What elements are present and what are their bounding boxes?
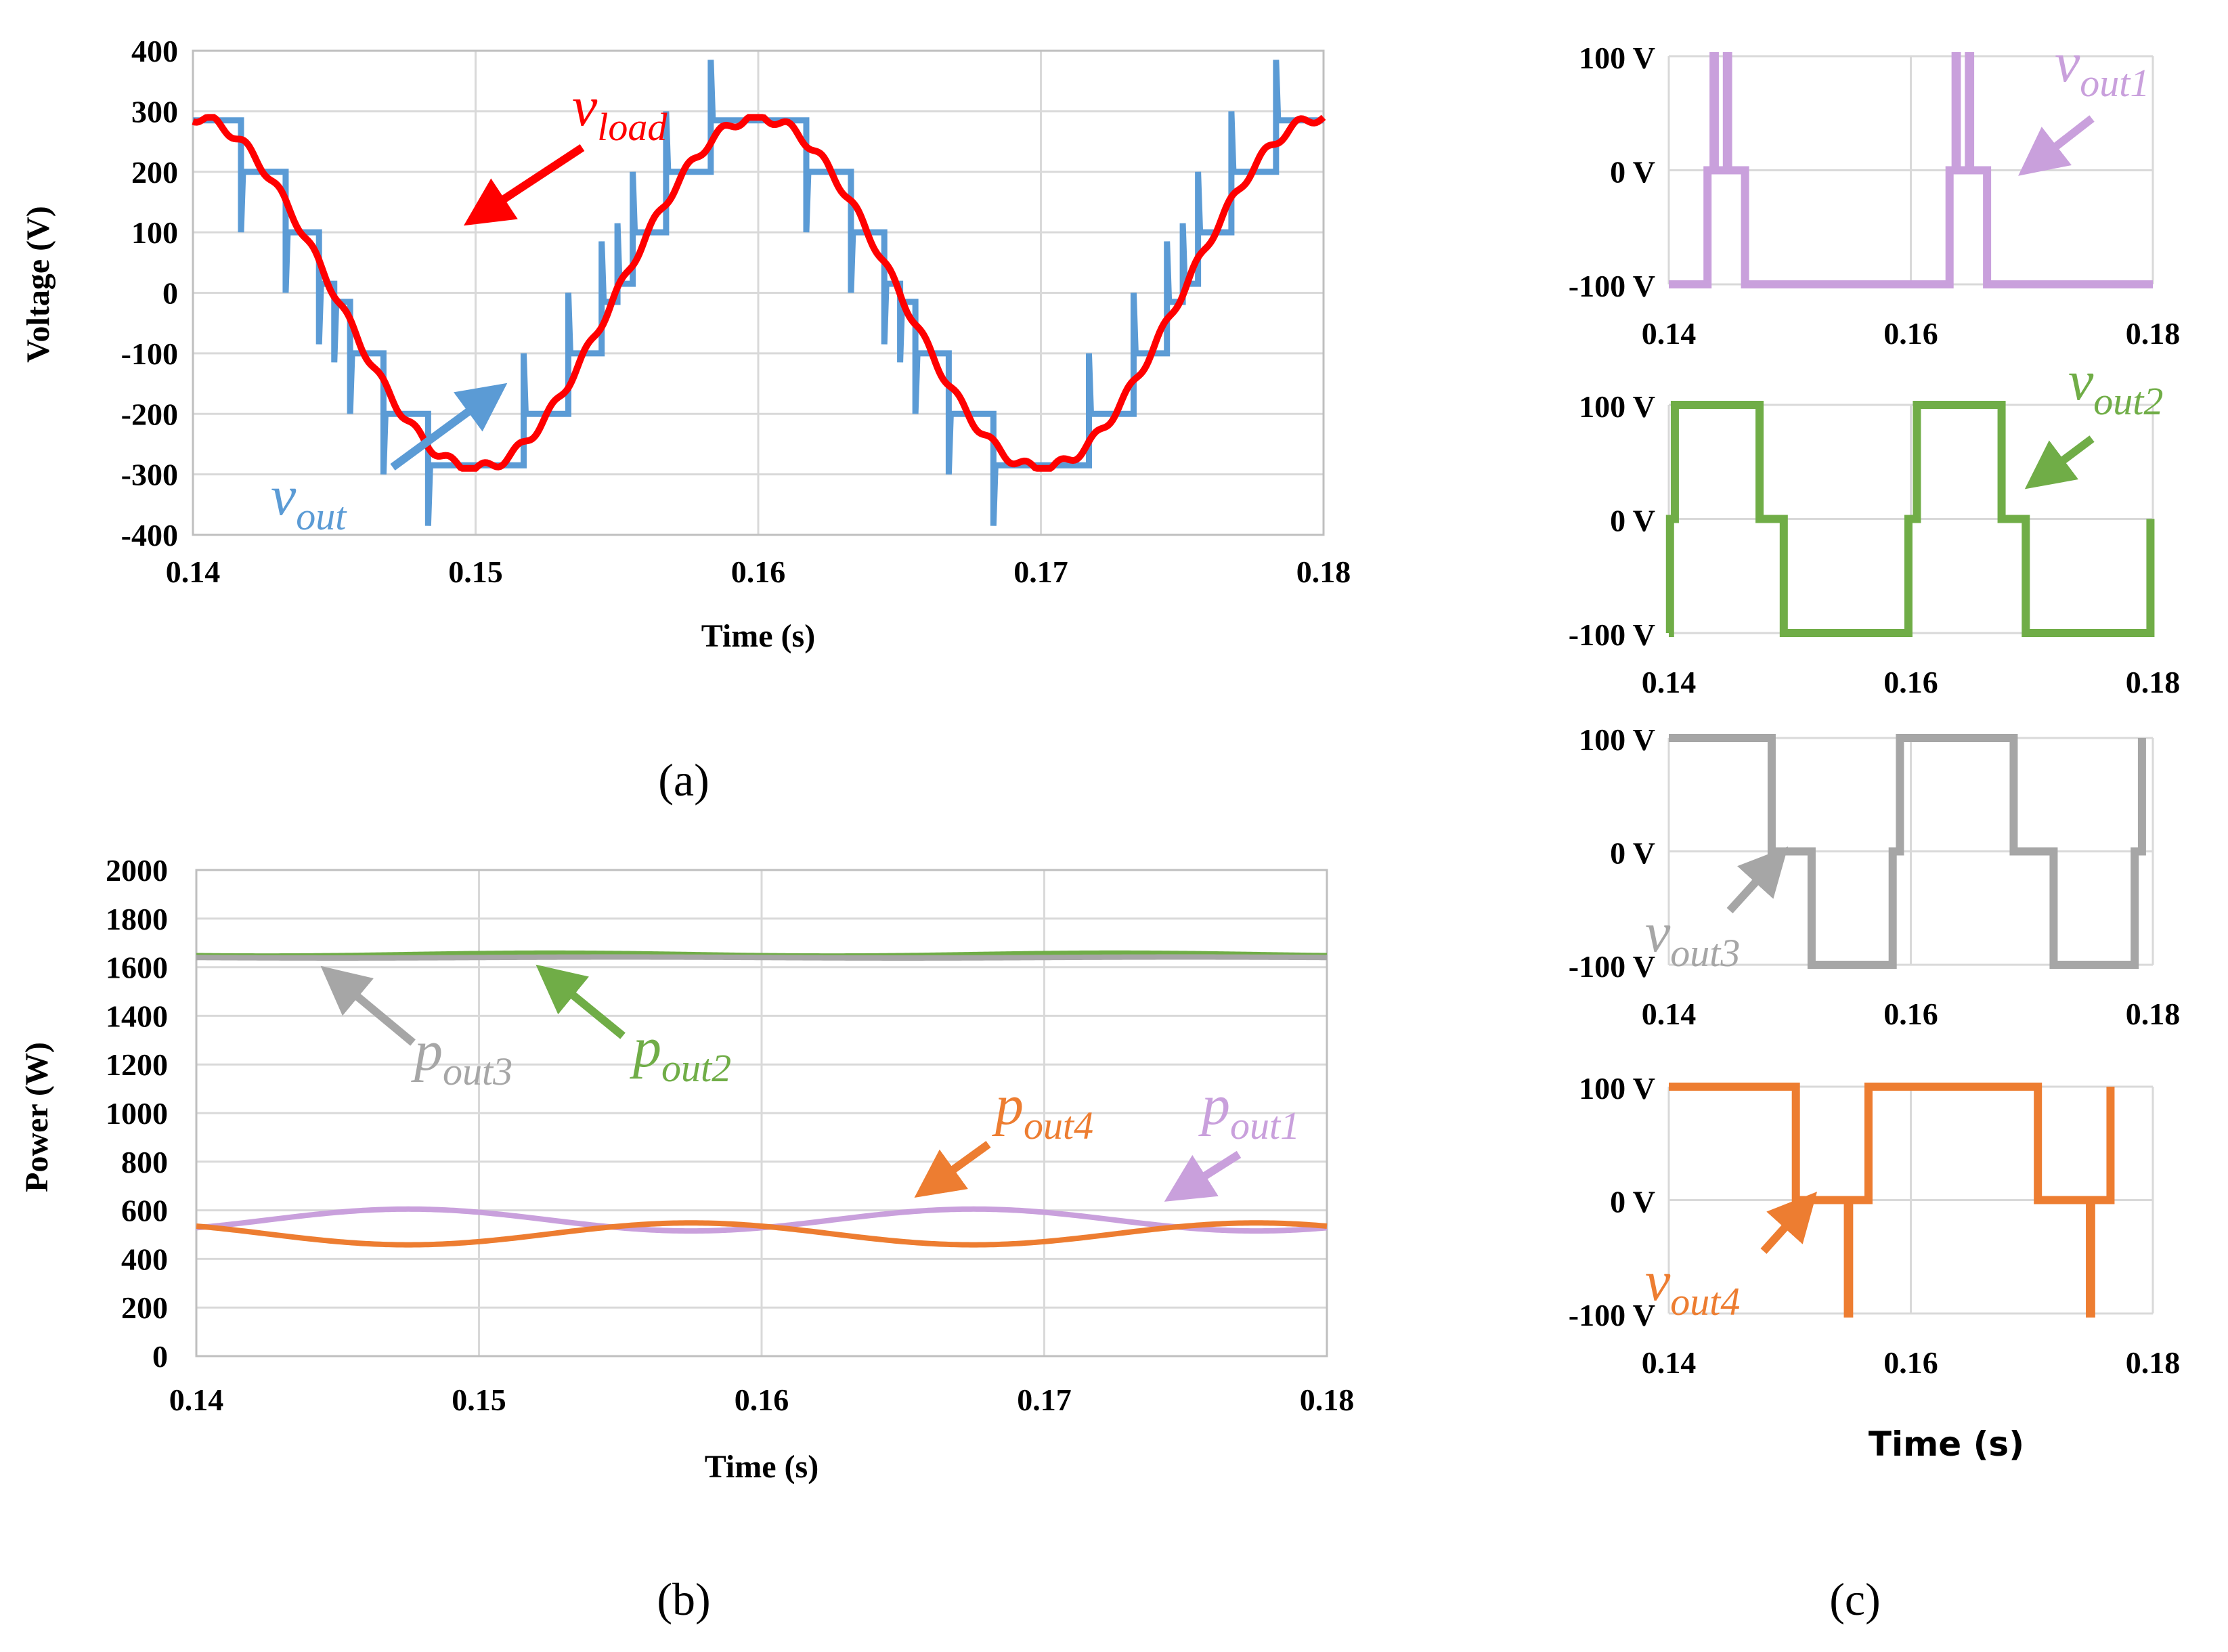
y-tick-label: 200: [131, 155, 178, 190]
y-tick-label: 300: [131, 94, 178, 129]
series-pout3: [196, 954, 1328, 961]
series-vout2: [1665, 401, 2155, 637]
module-voltage-charts: 100 V 0 V -100 V 0.14 0.16 0.18 vout1 100 V 0 V -…: [1569, 31, 2180, 1625]
y-tick-label: 1000: [106, 1096, 168, 1131]
annotation-arrow: [2018, 115, 2095, 176]
y-tick-label: 400: [121, 1242, 168, 1276]
y-tick-label: 1400: [106, 999, 168, 1033]
y-tick-label: 0: [162, 276, 178, 311]
x-tick-label: 0.18: [2126, 316, 2181, 351]
annotation-label: vout2: [2068, 349, 2163, 423]
x-tick-label: 0.16: [735, 1383, 789, 1417]
x-tick-label: 0.14: [1642, 997, 1697, 1031]
x-axis-title: Time (s): [1869, 1425, 2024, 1464]
y-tick-label: 0 V: [1610, 504, 1655, 538]
x-tick-label: 0.17: [1017, 1383, 1072, 1417]
y-tick-label: 100 V: [1579, 41, 1655, 75]
caption-c: (c): [1829, 1573, 1880, 1625]
annotation-label: vout: [271, 464, 347, 538]
y-tick-label: 0: [152, 1339, 168, 1374]
annotation-label: pout3: [411, 1020, 512, 1093]
x-axis-title: Time (s): [705, 1449, 818, 1485]
annotation-label: pout2: [630, 1016, 731, 1090]
x-tick-label: 0.14: [169, 1383, 224, 1417]
annotation-vout: vout: [271, 383, 508, 538]
y-axis-title: Power (W): [19, 1042, 55, 1192]
annotation-pout1: pout1: [1164, 1074, 1300, 1202]
x-tick-label: 0.16: [1883, 997, 1938, 1031]
x-tick-label: 0.17: [1013, 555, 1068, 589]
x-tick-label: 0.14: [1642, 316, 1697, 351]
annotation-arrow: [1726, 846, 1789, 914]
y-tick-label: -100: [121, 336, 178, 371]
annotation-label: vload: [572, 75, 668, 149]
subplot-vout2: 100 V 0 V -100 V 0.14 0.16 0.18 vout2: [1569, 349, 2180, 699]
y-tick-label: 1200: [106, 1047, 168, 1082]
y-tick-label: 0 V: [1610, 155, 1655, 190]
y-tick-label: 100: [131, 215, 178, 250]
x-tick-label: 0.15: [448, 555, 503, 589]
x-tick-label: 0.18: [1300, 1383, 1355, 1417]
y-tick-label: -100 V: [1569, 1298, 1655, 1332]
y-axis-title: Voltage (V): [20, 206, 56, 363]
y-tick-label: 0 V: [1610, 836, 1655, 871]
voltage-chart: 0.14 0.15 0.16 0.17 0.18 400 300 200 100 0 -100 -20…: [20, 34, 1351, 806]
annotation-label: vout4: [1645, 1250, 1740, 1324]
y-tick-label: 800: [121, 1145, 168, 1179]
caption-a: (a): [658, 754, 709, 806]
y-tick-label: -100 V: [1569, 949, 1655, 984]
annotation-label: pout1: [1198, 1074, 1300, 1148]
series-vout1: [1669, 52, 2153, 288]
x-tick-label: 0.16: [1883, 665, 1938, 699]
y-tick-label: 1600: [106, 951, 168, 985]
x-tick-label: 0.18: [2126, 665, 2181, 699]
plot-frame: [192, 49, 1325, 536]
annotation-label: vout1: [2055, 31, 2149, 105]
y-tick-label: -300: [121, 458, 178, 492]
x-tick-label: 0.14: [166, 555, 221, 589]
annotation-pout3: pout3: [320, 965, 512, 1093]
y-tick-label: 100 V: [1579, 1071, 1655, 1106]
y-tick-label: -100 V: [1569, 269, 1655, 303]
x-tick-label: 0.18: [2126, 997, 2181, 1031]
annotation-arrow: [1760, 1192, 1818, 1255]
subplot-vout1: 100 V 0 V -100 V 0.14 0.16 0.18 vout1: [1569, 31, 2180, 351]
annotation-vload: vload: [463, 75, 668, 226]
y-tick-label: -400: [121, 518, 178, 552]
subplot-vout4: 100 V 0 V -100 V 0.14 0.16 0.18 vout4: [1569, 1071, 2180, 1380]
x-tick-label: 0.18: [2126, 1345, 2181, 1380]
y-tick-label: 600: [121, 1194, 168, 1228]
subplot-vout3: 100 V 0 V -100 V 0.14 0.16 0.18 vout3: [1569, 722, 2180, 1031]
y-tick-label: 1800: [106, 902, 168, 936]
y-tick-label: 100 V: [1579, 389, 1655, 424]
x-tick-label: 0.15: [452, 1383, 506, 1417]
y-tick-label: 2000: [106, 853, 168, 888]
power-chart: 0.14 0.15 0.16 0.17 0.1820001800160014001200…: [19, 853, 1354, 1625]
caption-b: (b): [657, 1573, 710, 1625]
annotation-label: vout3: [1645, 901, 1740, 975]
y-tick-label: 200: [121, 1290, 168, 1325]
x-tick-label: 0.14: [1642, 1345, 1697, 1380]
series-vout3: [1669, 734, 2146, 969]
x-tick-label: 0.14: [1642, 665, 1697, 699]
annotation-pout2: pout2: [536, 964, 731, 1090]
y-tick-label: 100 V: [1579, 722, 1655, 757]
series-pout4: [196, 1220, 1328, 1248]
x-axis-title: Time (s): [701, 618, 815, 654]
x-tick-label: 0.16: [1883, 316, 1938, 351]
annotation-label: pout4: [992, 1074, 1093, 1148]
annotation-arrow: [2024, 435, 2095, 490]
plot-frame: [195, 869, 1328, 1357]
x-tick-label: 0.16: [1883, 1345, 1938, 1380]
series-vload: [192, 114, 1326, 472]
y-tick-label: 0 V: [1610, 1185, 1655, 1219]
x-tick-label: 0.18: [1296, 555, 1351, 589]
y-tick-label: -200: [121, 397, 178, 431]
annotation-pout4: pout4: [914, 1074, 1093, 1198]
x-tick-label: 0.16: [731, 555, 786, 589]
y-tick-label: 400: [131, 34, 178, 68]
y-tick-label: -100 V: [1569, 617, 1655, 652]
